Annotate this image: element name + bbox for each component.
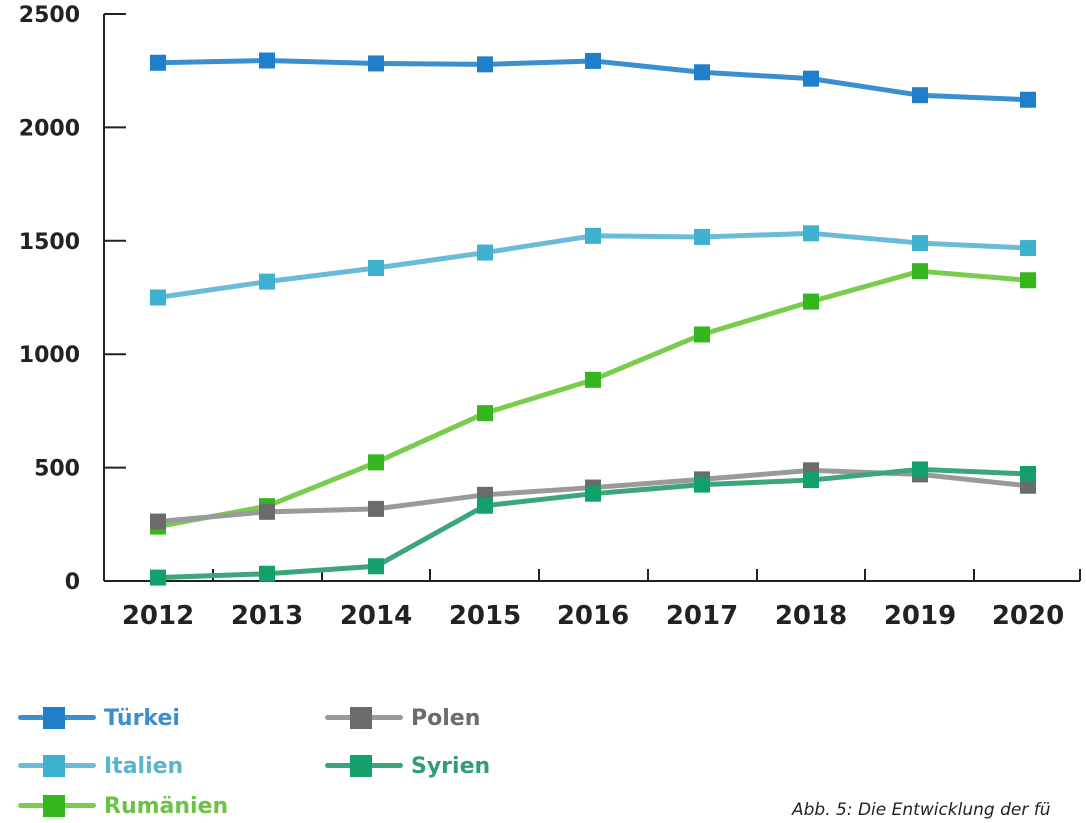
series-1-point-2016 — [585, 227, 601, 244]
y-tick-label-0: 0 — [65, 570, 80, 595]
legend-label-polen: Polen — [411, 705, 481, 731]
series-layer — [150, 52, 1036, 586]
series-3-point-2012 — [150, 513, 166, 530]
series-1-point-2012 — [150, 289, 166, 306]
series-4-point-2017 — [694, 476, 710, 493]
x-tick-label-2012: 2012 — [122, 601, 194, 631]
series-0-point-2020 — [1020, 91, 1036, 108]
series-3-point-2014 — [368, 500, 384, 517]
y-tick-label-1000: 1000 — [19, 343, 80, 368]
series-4-point-2012 — [150, 569, 166, 586]
legend-swatch-italien — [18, 751, 96, 781]
series-1-point-2020 — [1020, 240, 1036, 257]
series-0-point-2015 — [477, 56, 493, 73]
series-2-point-2020 — [1020, 272, 1036, 289]
series-0-point-2016 — [585, 52, 601, 69]
legend-swatch-rumaenien — [18, 791, 96, 821]
legend-item-polen: Polen — [325, 703, 480, 733]
series-1-point-2013 — [259, 273, 275, 290]
series-4-point-2018 — [803, 472, 819, 489]
legend-swatch-tuerkei — [18, 703, 96, 733]
series-1-point-2015 — [477, 244, 493, 261]
series-4-point-2016 — [585, 485, 601, 502]
legend-label-tuerkei: Türkei — [104, 705, 180, 731]
series-0-point-2014 — [368, 55, 384, 72]
legend-label-italien: Italien — [104, 753, 184, 779]
x-tick-label-2014: 2014 — [340, 601, 412, 631]
series-1-point-2014 — [368, 260, 384, 277]
series-0-point-2017 — [694, 64, 710, 81]
x-tick-label-2017: 2017 — [666, 601, 738, 631]
x-tick-label-2013: 2013 — [231, 601, 303, 631]
series-2-point-2015 — [477, 405, 493, 422]
series-2-point-2018 — [803, 293, 819, 310]
x-tick-label-2018: 2018 — [775, 601, 847, 631]
y-tick-label-500: 500 — [34, 457, 80, 482]
x-tick-label-2020: 2020 — [992, 601, 1064, 631]
legend-item-rumaenien: Rumänien — [18, 791, 228, 821]
x-tick-label-2016: 2016 — [557, 601, 629, 631]
legend-swatch-syrien — [325, 751, 403, 781]
series-2-point-2014 — [368, 454, 384, 471]
series-2-point-2019 — [912, 263, 928, 280]
series-4-point-2020 — [1020, 465, 1036, 482]
legend-item-syrien: Syrien — [325, 751, 490, 781]
series-2-point-2016 — [585, 371, 601, 388]
series-2-point-2017 — [694, 326, 710, 343]
y-tick-label-2500: 2500 — [19, 3, 80, 28]
y-tick-label-2000: 2000 — [19, 116, 80, 141]
series-4-point-2015 — [477, 497, 493, 514]
series-3-point-2013 — [259, 503, 275, 520]
legend-item-italien: Italien — [18, 751, 183, 781]
series-4-point-2019 — [912, 461, 928, 478]
series-1-point-2018 — [803, 225, 819, 242]
x-tick-label-2015: 2015 — [449, 601, 521, 631]
series-0-point-2012 — [150, 54, 166, 71]
series-0-point-2019 — [912, 87, 928, 104]
legend-item-tuerkei: Türkei — [18, 703, 180, 733]
figure-caption: Abb. 5: Die Entwicklung der fü — [792, 800, 1051, 820]
legend-label-syrien: Syrien — [411, 753, 491, 779]
series-0-point-2013 — [259, 52, 275, 69]
legend-swatch-polen — [325, 703, 403, 733]
series-1-point-2017 — [694, 228, 710, 245]
axes: 0 500 1000 1500 2000 2500 2012 2013 2014 2015 2016… — [19, 3, 1081, 631]
x-tick-label-2019: 2019 — [884, 601, 956, 631]
series-4-point-2014 — [368, 558, 384, 575]
series-1-point-2019 — [912, 235, 928, 252]
series-0-point-2018 — [803, 70, 819, 87]
series-4-point-2013 — [259, 565, 275, 582]
y-tick-label-1500: 1500 — [19, 230, 80, 255]
legend-label-rumaenien: Rumänien — [104, 793, 229, 819]
